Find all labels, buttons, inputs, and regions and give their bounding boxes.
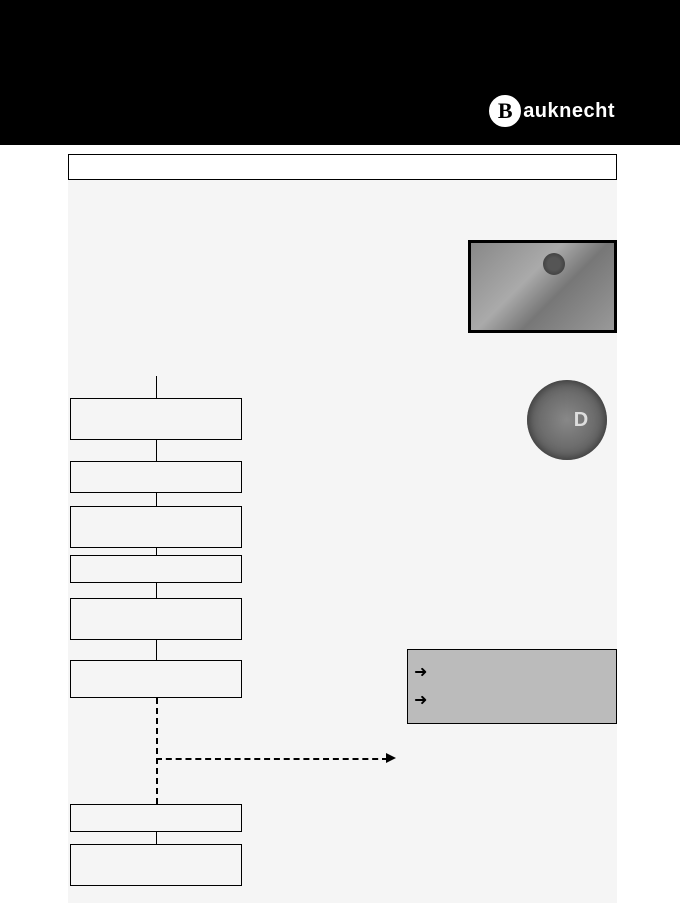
flow-dashed-branch	[156, 758, 388, 760]
highlight-box: ➜ ➜	[407, 649, 617, 724]
dispenser-photo	[468, 240, 617, 333]
arrow-right-icon: ➜	[414, 690, 427, 710]
brand-logo-text: auknecht	[517, 100, 615, 123]
flow-step-6	[70, 660, 242, 698]
header-band: B auknecht	[0, 0, 680, 145]
flow-step-4	[70, 555, 242, 583]
highlight-row-1: ➜	[414, 658, 610, 686]
flow-connector	[156, 583, 157, 598]
highlight-row-2: ➜	[414, 686, 610, 714]
brand-logo-letter: B	[498, 98, 513, 124]
dial-photo-label: D	[574, 409, 588, 432]
brand-logo-circle: B	[489, 95, 521, 127]
flow-step-7	[70, 804, 242, 832]
flow-step-2	[70, 461, 242, 493]
flow-connector	[156, 493, 157, 506]
title-bar	[68, 154, 617, 180]
flow-connector	[156, 548, 157, 555]
arrow-right-icon: ➜	[414, 662, 427, 682]
flow-step-3	[70, 506, 242, 548]
flow-step-8	[70, 844, 242, 886]
main-panel: D ➜ ➜	[68, 180, 617, 903]
flow-dashed-arrow-icon	[386, 753, 396, 763]
brand-logo: B auknecht	[489, 95, 615, 127]
content-area: D ➜ ➜	[68, 154, 617, 903]
flow-step-5	[70, 598, 242, 640]
dial-photo: D	[527, 380, 607, 460]
flow-connector	[156, 440, 157, 461]
dispenser-photo-image	[471, 243, 614, 330]
flow-connector	[156, 376, 157, 398]
flow-connector	[156, 832, 157, 844]
flow-connector	[156, 640, 157, 660]
flow-dashed-vertical	[156, 698, 158, 804]
flow-step-1	[70, 398, 242, 440]
